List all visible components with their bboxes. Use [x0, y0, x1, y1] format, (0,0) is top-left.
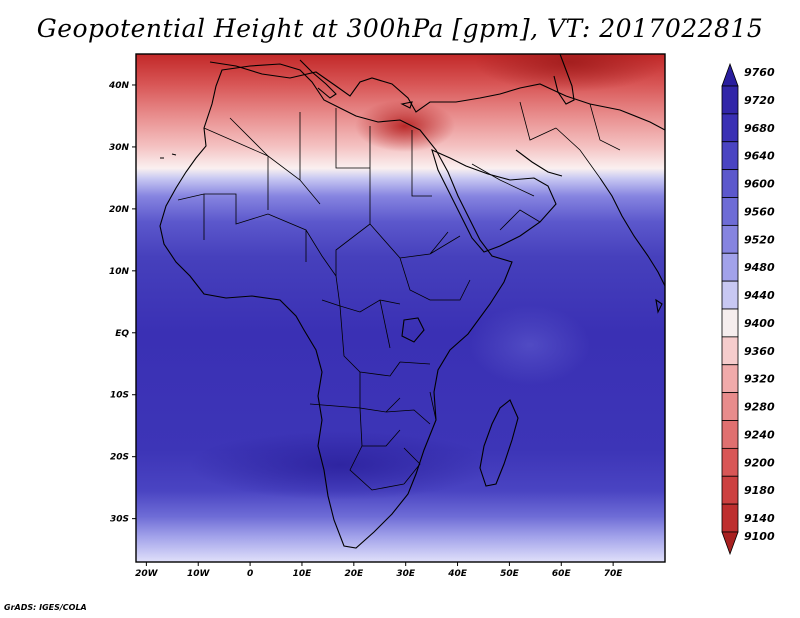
- colorbar-label: 9180: [744, 484, 775, 497]
- colorbar-label: 9240: [744, 428, 775, 441]
- x-tick-label: 20W: [135, 569, 159, 579]
- colorbar-swatch: [721, 280, 739, 310]
- y-tick-label: 10N: [109, 267, 130, 277]
- colorbar-label: 9280: [744, 401, 775, 414]
- colorbar-label: 9680: [744, 122, 775, 135]
- x-tick-label: 40E: [447, 569, 468, 579]
- colorbar-swatch: [721, 475, 739, 505]
- colorbar-swatch: [721, 197, 739, 226]
- geopotential-shading: [136, 54, 665, 562]
- colorbar-swatch: [721, 420, 739, 449]
- colorbar-label: 9400: [744, 317, 775, 330]
- x-tick-label: 30E: [396, 569, 416, 579]
- colorbar-swatch: [721, 503, 739, 533]
- country-borders: [177, 101, 621, 491]
- colorbar-swatch: [721, 447, 739, 477]
- persian-gulf-coastline: [515, 149, 563, 177]
- y-axis: 40N 30N 20N 10N EQ 10S 20S 30S: [108, 81, 136, 525]
- colorbar-top-arrow: [721, 62, 739, 87]
- colorbar-swatch: [721, 141, 739, 171]
- coastlines: [159, 54, 665, 549]
- madagascar-coastline: [479, 399, 519, 487]
- y-tick-label: 10S: [110, 391, 129, 401]
- colorbar-label: 9760: [744, 66, 775, 79]
- colorbar-swatch: [721, 364, 739, 394]
- colorbar-label: 9600: [744, 178, 775, 191]
- colorbar-label: 9560: [744, 205, 775, 218]
- grads-credit: GrADS: IGES/COLA: [4, 603, 87, 612]
- map-title: Geopotential Height at 300hPa [gpm], VT:…: [36, 14, 764, 43]
- x-tick-label: 20E: [344, 569, 364, 579]
- map-frame: [135, 53, 666, 563]
- colorbar-label: 9440: [744, 289, 775, 302]
- shading-trough: [355, 100, 455, 152]
- x-tick-label: 10E: [293, 569, 313, 579]
- colorbar-label: 9140: [744, 512, 775, 525]
- caspian-coastline: [553, 54, 575, 105]
- colorbar-swatch: [721, 392, 739, 421]
- colorbar-bottom-arrow: [721, 531, 739, 556]
- y-tick-label: 20S: [110, 453, 129, 463]
- colorbar-label: 9640: [744, 150, 775, 163]
- x-tick-label: 60E: [552, 569, 572, 579]
- colorbar-swatch: [721, 252, 739, 282]
- shading-northeast: [475, 54, 665, 92]
- x-tick-label: 70E: [604, 569, 624, 579]
- colorbar-label: 9520: [744, 233, 775, 246]
- sri-lanka: [655, 298, 663, 314]
- x-tick-label: 50E: [500, 569, 520, 579]
- y-tick-label: 20N: [109, 205, 130, 215]
- x-tick-label: 0: [247, 569, 253, 579]
- canary-islands: [160, 153, 177, 159]
- x-axis: 20W 10W 0 10E 20E 30E 40E 50E 60E 70E: [135, 562, 623, 579]
- colorbar-swatch: [721, 336, 739, 366]
- colorbar-swatch: [721, 85, 739, 115]
- border-lines: [177, 101, 621, 491]
- colorbar-label: 9320: [744, 373, 775, 386]
- shading-ocean-patch: [470, 305, 590, 385]
- colorbar-swatch: [721, 113, 739, 143]
- y-tick-label: 30N: [109, 143, 130, 153]
- colorbar-label: 9100: [744, 530, 775, 543]
- colorbar-label: 9480: [744, 261, 775, 274]
- india-coastline: [599, 177, 665, 287]
- colorbar-label: 9720: [744, 94, 775, 107]
- colorbar-label: 9360: [744, 345, 775, 358]
- shading-southern-high: [190, 430, 490, 500]
- x-tick-label: 10W: [187, 569, 211, 579]
- y-tick-label: 40N: [108, 81, 130, 91]
- africa-coastline: [159, 63, 513, 549]
- colorbar-label: 9200: [744, 456, 775, 469]
- y-tick-label: 30S: [110, 515, 129, 525]
- italy-coastline: [299, 59, 337, 99]
- y-tick-label: EQ: [115, 329, 129, 339]
- lake-victoria: [401, 317, 425, 343]
- colorbar-swatch: [721, 224, 739, 254]
- colorbar-swatch: [721, 169, 739, 198]
- colorbar-swatch: [721, 308, 739, 338]
- colorbar: 9760 9720 9680 9640 9600 9560 9520 9480 9440 9400…: [721, 62, 775, 556]
- cyprus-coastline: [400, 101, 413, 109]
